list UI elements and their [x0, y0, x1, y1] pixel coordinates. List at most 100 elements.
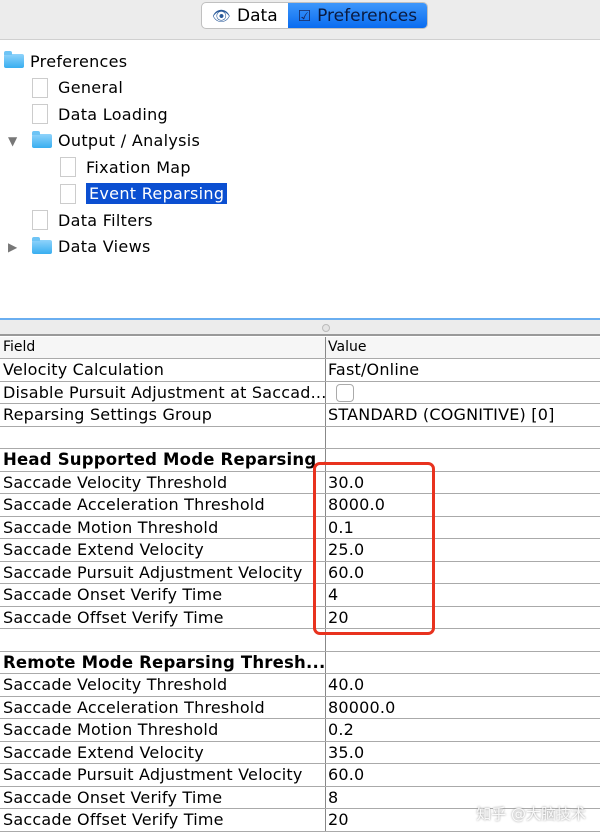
- tree-item-label: Data Views: [58, 237, 151, 256]
- field-cell: [0, 426, 326, 448]
- document-icon: [60, 183, 76, 204]
- tree-item-label: Preferences: [30, 51, 128, 71]
- value-cell[interactable]: 0.1: [328, 517, 355, 537]
- table-row[interactable]: Saccade Onset Verify Time 4: [0, 584, 600, 607]
- value-cell[interactable]: STANDARD (COGNITIVE) [0]: [328, 405, 555, 424]
- document-icon: [32, 210, 48, 230]
- tab-data[interactable]: 👁 Data: [212, 5, 278, 26]
- tree-item-label: General: [58, 78, 124, 97]
- value-cell[interactable]: 0.2: [328, 720, 355, 739]
- checkbox-icon: ☑: [297, 6, 312, 25]
- field-cell: Velocity Calculation: [0, 359, 326, 381]
- tree-item[interactable]: Preferences: [4, 49, 127, 73]
- folder-icon: [4, 51, 24, 68]
- table-row[interactable]: [0, 629, 600, 652]
- table-row[interactable]: Saccade Motion Threshold 0.2: [0, 719, 600, 742]
- field-cell: Reparsing Settings Group: [0, 404, 326, 426]
- table-row[interactable]: Saccade Offset Verify Time 20: [0, 606, 600, 629]
- tree-item[interactable]: ▶ Data Views: [8, 235, 151, 259]
- table-row[interactable]: Saccade Extend Velocity 25.0: [0, 539, 600, 562]
- tree-item[interactable]: Data Loading: [32, 102, 168, 126]
- value-cell[interactable]: 80000.0: [328, 697, 396, 717]
- value-cell[interactable]: 25.0: [328, 540, 365, 559]
- tree-item-label: Data Filters: [58, 210, 153, 230]
- splitter[interactable]: [0, 320, 600, 336]
- table-row[interactable]: Saccade Velocity Threshold 40.0: [0, 674, 600, 697]
- value-cell[interactable]: [326, 382, 600, 404]
- value-cell[interactable]: 8000.0: [328, 495, 386, 514]
- field-cell: Saccade Offset Verify Time: [0, 809, 326, 831]
- focus-border: [0, 318, 600, 320]
- field-cell: Disable Pursuit Adjustment at Saccad...: [0, 381, 326, 403]
- field-cell: Saccade Offset Verify Time: [0, 606, 326, 628]
- column-header-value[interactable]: Value: [328, 339, 367, 355]
- value-cell[interactable]: 40.0: [328, 675, 365, 694]
- field-cell: Saccade Onset Verify Time: [0, 584, 326, 606]
- field-cell: Saccade Velocity Threshold: [0, 471, 326, 493]
- value-cell[interactable]: Fast/Online: [328, 360, 420, 379]
- field-cell: Saccade Motion Threshold: [0, 719, 326, 741]
- table-row[interactable]: Saccade Acceleration Threshold 8000.0: [0, 494, 600, 517]
- field-cell: Saccade Extend Velocity: [0, 539, 326, 561]
- value-cell[interactable]: 30.0: [328, 472, 365, 492]
- document-icon: [32, 77, 48, 98]
- tree-item-label: Output / Analysis: [58, 131, 201, 150]
- folder-icon: [32, 236, 52, 254]
- highlight-box: [313, 462, 435, 635]
- tree-item[interactable]: ▼ Output / Analysis: [8, 129, 201, 153]
- column-header-field[interactable]: Field: [0, 337, 326, 358]
- folder-icon: [32, 130, 52, 148]
- tree-item[interactable]: Data Filters: [32, 208, 153, 232]
- table-row[interactable]: Saccade Onset Verify Time 8: [0, 786, 600, 809]
- table-row[interactable]: [0, 426, 600, 449]
- section-row[interactable]: Remote Mode Reparsing Thresh...: [0, 651, 600, 674]
- document-icon: [32, 104, 48, 124]
- value-cell[interactable]: 8: [328, 787, 339, 807]
- field-cell: Saccade Pursuit Adjustment Velocity: [0, 561, 326, 583]
- collapse-arrow-icon[interactable]: ▼: [8, 133, 18, 148]
- field-cell: Saccade Acceleration Threshold: [0, 696, 326, 718]
- table-row[interactable]: Saccade Motion Threshold 0.1: [0, 516, 600, 539]
- value-cell[interactable]: [326, 652, 600, 674]
- table-row[interactable]: Saccade Pursuit Adjustment Velocity 60.0: [0, 764, 600, 787]
- table-row[interactable]: Saccade Offset Verify Time 20: [0, 809, 600, 832]
- disable-pursuit-checkbox[interactable]: [336, 383, 354, 402]
- value-cell[interactable]: 60.0: [328, 562, 365, 582]
- field-cell: [0, 629, 326, 651]
- tree-item-label: Event Reparsing: [86, 183, 228, 204]
- value-cell[interactable]: 60.0: [328, 765, 365, 784]
- view-switcher: 👁 Data ☑ Preferences: [201, 2, 429, 29]
- tree-item-label: Data Loading: [58, 104, 169, 124]
- table-row[interactable]: Saccade Extend Velocity 35.0: [0, 741, 600, 764]
- tab-preferences[interactable]: ☑ Preferences: [287, 3, 428, 28]
- table-row[interactable]: Disable Pursuit Adjustment at Saccad...: [0, 381, 600, 404]
- value-cell[interactable]: 4: [328, 585, 339, 604]
- table-row[interactable]: Reparsing Settings Group STANDARD (COGNIT…: [0, 404, 600, 427]
- value-cell[interactable]: 20: [328, 810, 349, 829]
- document-icon: [60, 157, 76, 177]
- value-cell[interactable]: [326, 427, 600, 449]
- value-cell[interactable]: 35.0: [328, 742, 365, 762]
- section-row[interactable]: Head Supported Mode Reparsing ...: [0, 449, 600, 472]
- field-cell: Saccade Extend Velocity: [0, 741, 326, 763]
- field-cell: Remote Mode Reparsing Thresh...: [0, 651, 326, 673]
- tree-item[interactable]: Fixation Map: [60, 155, 191, 179]
- field-cell: Saccade Acceleration Threshold: [0, 494, 326, 516]
- table-row[interactable]: Saccade Acceleration Threshold 80000.0: [0, 696, 600, 719]
- properties-table: Field Value Velocity Calculation Fast/Onl…: [0, 337, 600, 832]
- field-cell: Head Supported Mode Reparsing ...: [0, 449, 326, 471]
- preferences-tree: Preferences General Data Loading ▼ Output / …: [0, 41, 600, 319]
- eye-icon: 👁: [212, 6, 232, 25]
- field-cell: Saccade Onset Verify Time: [0, 786, 326, 808]
- tree-item-label: Fixation Map: [86, 157, 191, 177]
- tree-item[interactable]: Event Reparsing: [60, 182, 228, 206]
- table-header: Field Value: [0, 337, 600, 359]
- tree-item[interactable]: General: [32, 76, 123, 100]
- table-row[interactable]: Saccade Pursuit Adjustment Velocity 60.0: [0, 561, 600, 584]
- field-cell: Saccade Velocity Threshold: [0, 674, 326, 696]
- expand-arrow-icon[interactable]: ▶: [8, 239, 18, 254]
- table-row[interactable]: Saccade Velocity Threshold 30.0: [0, 471, 600, 494]
- value-cell[interactable]: 20: [328, 607, 349, 627]
- splitter-handle[interactable]: [322, 324, 330, 332]
- table-row[interactable]: Velocity Calculation Fast/Online: [0, 359, 600, 382]
